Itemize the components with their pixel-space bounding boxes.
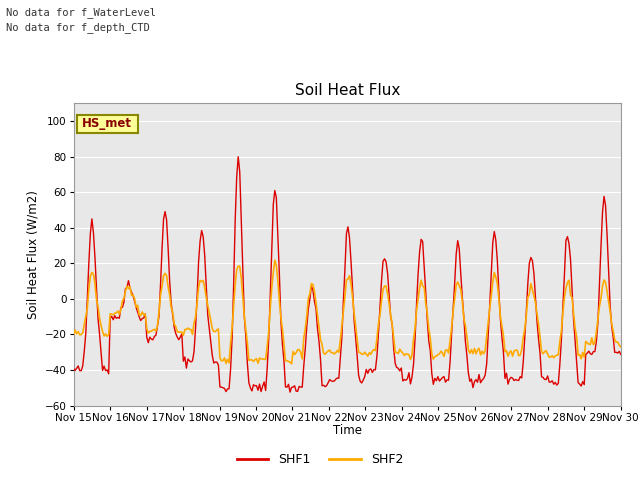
SHF2	[233, 267, 241, 273]
SHF2	[70, 332, 77, 337]
SHF2	[271, 257, 278, 263]
SHF2	[617, 344, 625, 349]
Legend: SHF1, SHF2: SHF1, SHF2	[232, 448, 408, 471]
SHF1	[253, 383, 260, 389]
Y-axis label: Soil Heat Flux (W/m2): Soil Heat Flux (W/m2)	[26, 190, 39, 319]
SHF1	[617, 351, 625, 357]
SHF2	[589, 342, 597, 348]
X-axis label: Time: Time	[333, 424, 362, 437]
Text: HS_met: HS_met	[82, 118, 132, 131]
SHF1	[589, 348, 597, 354]
SHF1	[233, 174, 241, 180]
SHF1	[137, 318, 145, 324]
SHF1	[70, 366, 77, 372]
SHF1	[234, 154, 242, 160]
SHF2	[288, 361, 296, 367]
SHF2	[260, 356, 268, 362]
Line: SHF2: SHF2	[74, 260, 621, 364]
Title: Soil Heat Flux: Soil Heat Flux	[294, 83, 400, 98]
SHF1	[286, 389, 294, 395]
Line: SHF1: SHF1	[74, 157, 621, 392]
SHF2	[137, 313, 145, 319]
SHF2	[251, 357, 259, 362]
SHF1	[312, 306, 320, 312]
SHF2	[312, 300, 320, 305]
Text: No data for f_WaterLevel: No data for f_WaterLevel	[6, 7, 156, 18]
Text: No data for f_depth_CTD: No data for f_depth_CTD	[6, 22, 150, 33]
SHF1	[262, 387, 269, 393]
